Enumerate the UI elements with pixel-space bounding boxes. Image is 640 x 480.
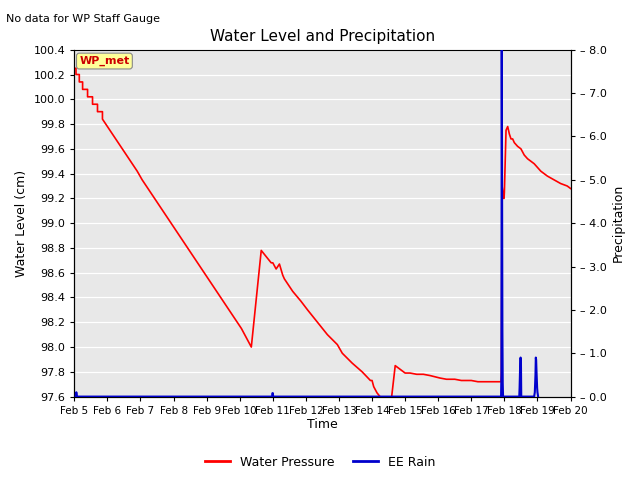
Legend: Water Pressure, EE Rain: Water Pressure, EE Rain xyxy=(200,451,440,474)
Text: No data for WP Staff Gauge: No data for WP Staff Gauge xyxy=(6,14,161,24)
Title: Water Level and Precipitation: Water Level and Precipitation xyxy=(210,29,435,44)
Text: WP_met: WP_met xyxy=(79,56,129,66)
X-axis label: Time: Time xyxy=(307,419,338,432)
Y-axis label: Precipitation: Precipitation xyxy=(612,184,625,262)
Y-axis label: Water Level (cm): Water Level (cm) xyxy=(15,169,28,277)
